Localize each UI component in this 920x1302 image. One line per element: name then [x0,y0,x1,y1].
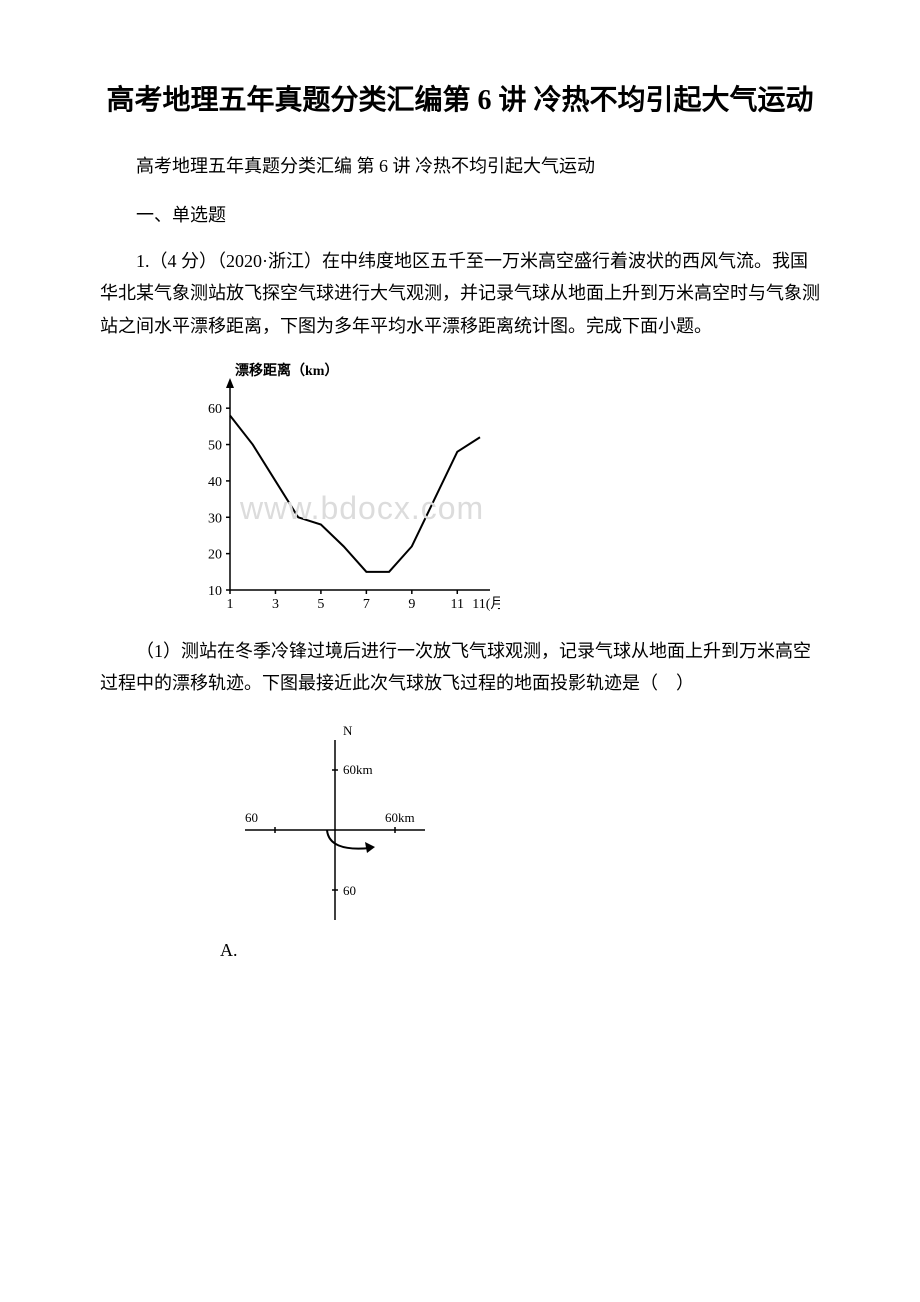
svg-text:11(月): 11(月) [472,596,500,612]
option-a-label: A. [220,940,238,961]
svg-text:7: 7 [363,597,370,612]
drift-distance-chart: 漂移距离（km） 10 20 30 40 50 60 1 3 5 7 9 11 11(月) [180,360,500,620]
svg-text:40: 40 [208,475,222,490]
svg-text:N: N [343,723,353,738]
svg-text:漂移距离（km）: 漂移距离（km） [235,362,338,379]
svg-text:50: 50 [208,439,222,454]
svg-text:60km: 60km [343,762,373,777]
svg-text:3: 3 [272,597,279,612]
document-subtitle: 高考地理五年真题分类汇编 第 6 讲 冷热不均引起大气运动 [100,152,820,181]
svg-text:20: 20 [208,548,222,563]
sub-question-1: （1）测站在冬季冷锋过境后进行一次放飞气球观测，记录气球从地面上升到万米高空过程… [100,635,820,700]
question-1-text: 1.（4 分）（2020·浙江）在中纬度地区五千至一万米高空盛行着波状的西风气流… [100,245,820,342]
document-title: 高考地理五年真题分类汇编第 6 讲 冷热不均引起大气运动 [100,80,820,122]
svg-text:60km: 60km [385,810,415,825]
svg-text:30: 30 [208,511,222,526]
section-header: 一、单选题 [100,201,820,227]
svg-text:10: 10 [208,584,222,599]
svg-text:1: 1 [227,597,234,612]
svg-text:60: 60 [245,810,258,825]
svg-text:9: 9 [408,597,415,612]
svg-text:11: 11 [451,597,464,612]
svg-text:60: 60 [208,402,222,417]
trajectory-chart-a: N 60km 60km 60 60 [220,720,460,940]
svg-text:60: 60 [343,883,356,898]
svg-text:5: 5 [317,597,324,612]
option-a-container: N 60km 60km 60 60 A. [220,720,820,961]
chart-1-container: 漂移距离（km）102030405060135791111(月) www.bdo… [180,360,820,625]
